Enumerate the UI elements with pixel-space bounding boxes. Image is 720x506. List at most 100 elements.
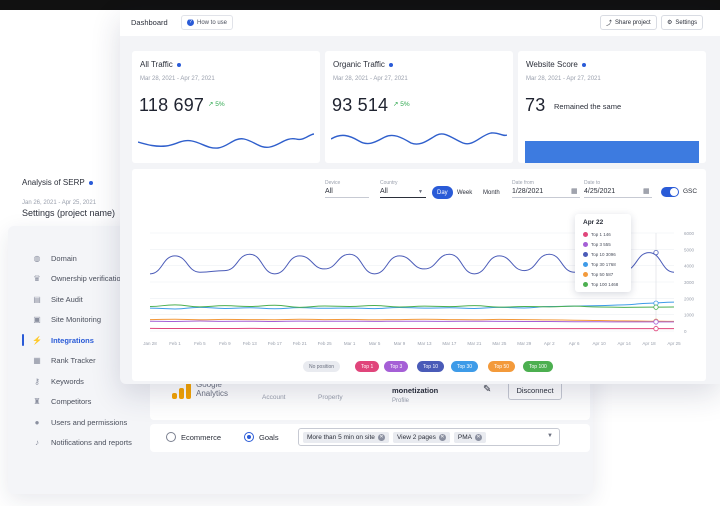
tooltip-row: Top 100 1468 xyxy=(583,282,618,287)
date-from-label: Date from xyxy=(512,180,534,186)
sidebar-item-label: Integrations xyxy=(51,335,94,345)
sidebar-item-site-monitoring[interactable]: ▣ Site Monitoring xyxy=(22,310,132,331)
sidebar-item-integrations[interactable]: ⚡ Integrations xyxy=(22,330,132,351)
sidebar-item-site-audit[interactable]: ▤ Site Audit xyxy=(22,289,132,310)
sidebar-item-rank-tracker[interactable]: ▦ Rank Tracker xyxy=(22,351,132,372)
radio-on-icon xyxy=(244,432,254,442)
sidebar-item-users-and-permissions[interactable]: ● Users and permissions xyxy=(22,412,132,433)
ga-name: Google Analytics xyxy=(196,380,229,398)
period-week-button[interactable]: Week xyxy=(457,189,473,196)
chevron-down-icon[interactable]: ▼ xyxy=(547,433,553,439)
y-tick-label: 4000 xyxy=(684,264,695,269)
chart-tooltip: Apr 22 Top 1 146 Top 3 555 Top 10 3096 Top … xyxy=(575,214,631,292)
how-to-use-button[interactable]: ? How to use xyxy=(181,15,234,30)
legend-item-top-30[interactable]: Top 30 xyxy=(451,361,479,372)
series-point xyxy=(653,319,659,325)
sidebar-item-domain[interactable]: ◍ Domain xyxy=(22,248,132,269)
radio-off-icon xyxy=(166,432,176,442)
share-icon: ⤴ xyxy=(606,21,613,27)
sidebar-item-label: Competitors xyxy=(51,397,92,407)
date-from-input[interactable]: 1/28/2021 xyxy=(512,188,544,195)
key-icon: ⚷ xyxy=(34,376,40,386)
share-project-button[interactable]: ⤴ Share project xyxy=(600,15,657,30)
legend-item-top-3[interactable]: Top 3 xyxy=(384,361,409,372)
x-tick-label: Feb 21 xyxy=(293,341,308,346)
google-analytics-icon xyxy=(172,383,192,399)
legend-item-no-position[interactable]: No position xyxy=(303,361,341,372)
period-day-button[interactable]: Day xyxy=(432,186,453,199)
remove-chip-icon[interactable]: ✕ xyxy=(474,433,482,441)
calendar-icon[interactable]: ▦ xyxy=(571,188,578,195)
tooltip-row: Top 10 3096 xyxy=(583,252,616,257)
tooltip-row: Top 30 1768 xyxy=(583,262,616,267)
goal-chip[interactable]: View 2 pages ✕ xyxy=(392,431,450,443)
settings-title: Settings (project name) xyxy=(22,208,116,218)
gsc-label: GSC xyxy=(683,188,698,195)
x-tick-label: Apr 2 xyxy=(544,341,555,346)
tooltip-row: Top 3 555 xyxy=(583,242,611,247)
x-tick-label: Apr 14 xyxy=(617,341,631,346)
info-dot-icon xyxy=(388,62,393,67)
x-tick-label: Mar 1 xyxy=(344,341,356,346)
serp-title: Analysis of SERP xyxy=(22,178,85,187)
kpi-date: Mar 28, 2021 - Apr 27, 2021 xyxy=(526,76,601,82)
chevron-down-icon[interactable]: ▼ xyxy=(418,189,423,195)
sidebar-item-label: Site Audit xyxy=(51,294,83,304)
remove-chip-icon[interactable]: ✕ xyxy=(438,433,446,441)
y-tick-label: 6000 xyxy=(684,231,695,236)
x-tick-label: Mar 9 xyxy=(394,341,406,346)
kpi-card-website-score[interactable]: Website Score Mar 28, 2021 - Apr 27, 202… xyxy=(518,51,706,163)
goal-chip[interactable]: More than 5 min on site ✕ xyxy=(303,431,389,443)
x-tick-label: Apr 6 xyxy=(569,341,580,346)
sidebar-item-notifications-and-reports[interactable]: ♪ Notifications and reports xyxy=(22,433,132,454)
x-tick-label: Feb 17 xyxy=(268,341,283,346)
info-dot-icon xyxy=(581,62,586,67)
tracker-icon: ▦ xyxy=(33,356,41,366)
x-tick-label: Apr 25 xyxy=(667,341,681,346)
device-label: Device xyxy=(325,180,341,186)
series-point xyxy=(653,304,659,310)
edit-pencil-icon[interactable]: ✎ xyxy=(483,384,492,395)
calendar-icon[interactable]: ▦ xyxy=(643,188,650,195)
period-month-button[interactable]: Month xyxy=(483,189,500,196)
trophy-icon: ♜ xyxy=(33,397,41,407)
ecommerce-radio[interactable]: Ecommerce xyxy=(166,432,221,442)
x-tick-label: Apr 10 xyxy=(593,341,607,346)
series-dot-icon xyxy=(583,232,588,237)
x-tick-label: Mar 25 xyxy=(492,341,507,346)
y-tick-label: 0 xyxy=(684,329,687,334)
goals-select[interactable]: More than 5 min on site ✕ View 2 pages ✕ P… xyxy=(298,428,560,446)
ga-view-label: Profile xyxy=(392,398,410,404)
kpi-value: 118 697 xyxy=(139,95,205,115)
legend-item-top-100[interactable]: Top 100 xyxy=(523,361,553,372)
kpi-card-organic-traffic[interactable]: Organic Traffic Mar 28, 2021 - Apr 27, 2… xyxy=(325,51,513,163)
sidebar-item-ownership-verification[interactable]: ♛ Ownership verification xyxy=(22,269,132,290)
kpi-title: Website Score xyxy=(526,60,578,69)
goals-radio[interactable]: Goals xyxy=(244,432,279,442)
legend-item-top-1[interactable]: Top 1 xyxy=(355,361,380,372)
ga-property-label[interactable]: Property xyxy=(318,394,343,401)
ga-view-value[interactable]: monetization xyxy=(392,386,439,395)
remove-chip-icon[interactable]: ✕ xyxy=(377,433,385,441)
kpi-card-all-traffic[interactable]: All Traffic Mar 28, 2021 - Apr 27, 2021 … xyxy=(132,51,320,163)
help-icon: ? xyxy=(187,19,194,26)
series-line-top-30 xyxy=(149,301,675,310)
x-tick-label: Mar 17 xyxy=(442,341,457,346)
sidebar-item-competitors[interactable]: ♜ Competitors xyxy=(22,392,132,413)
ga-account-label[interactable]: Account xyxy=(262,394,286,401)
x-tick-label: Mar 13 xyxy=(417,341,432,346)
dashboard-header: Dashboard ? How to use ⤴ Share project ⚙ Se… xyxy=(120,10,720,36)
sidebar-item-keywords[interactable]: ⚷ Keywords xyxy=(22,371,132,392)
country-select[interactable]: All xyxy=(380,188,388,195)
gsc-toggle[interactable] xyxy=(661,187,679,197)
goal-chip[interactable]: PMA ✕ xyxy=(453,431,486,443)
x-tick-label: Mar 29 xyxy=(517,341,532,346)
series-dot-icon xyxy=(583,282,588,287)
legend-item-top-10[interactable]: Top 10 xyxy=(417,361,445,372)
date-to-input[interactable]: 4/25/2021 xyxy=(584,188,616,195)
kpi-date: Mar 28, 2021 - Apr 27, 2021 xyxy=(333,76,408,82)
device-select[interactable]: All xyxy=(325,188,333,195)
legend-item-top-50[interactable]: Top 50 xyxy=(488,361,516,372)
settings-button[interactable]: ⚙ Settings xyxy=(661,15,704,30)
